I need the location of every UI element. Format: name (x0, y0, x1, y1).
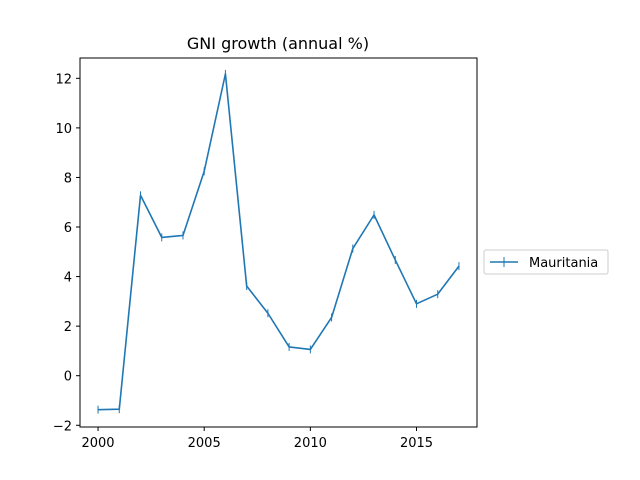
y-tick-label: 8 (64, 171, 72, 186)
x-tick-label: 2010 (294, 436, 327, 451)
y-tick-label: 4 (64, 271, 72, 286)
chart-title: GNI growth (annual %) (187, 34, 369, 53)
y-tick-label: −2 (53, 419, 72, 434)
y-tick-label: 12 (55, 72, 72, 87)
y-tick-label: 2 (64, 320, 72, 335)
y-tick-label: 10 (55, 122, 72, 137)
tick-group: 2000 2005 2010 2015 −2 0 2 4 6 8 10 12 (53, 72, 433, 451)
y-tick-label: 0 (64, 370, 72, 385)
legend-box (483, 249, 609, 275)
x-tick-label: 2015 (400, 436, 433, 451)
legend: Mauritania (483, 249, 609, 275)
legend-label: Mauritania (529, 256, 598, 271)
plot-area (97, 69, 460, 414)
x-tick-label: 2000 (81, 436, 114, 451)
plot-frame (79, 57, 478, 428)
y-tick-label: 6 (64, 221, 72, 236)
series-line (98, 73, 460, 411)
x-tick-label: 2005 (188, 436, 221, 451)
